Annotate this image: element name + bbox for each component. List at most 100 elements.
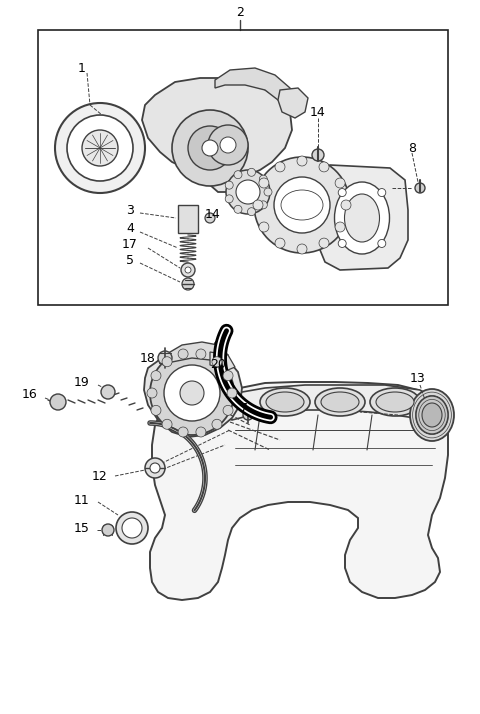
Circle shape	[147, 388, 157, 398]
Circle shape	[223, 406, 233, 416]
Text: 8: 8	[408, 141, 416, 154]
Ellipse shape	[345, 194, 380, 242]
Text: 14: 14	[310, 106, 326, 119]
Circle shape	[236, 180, 260, 204]
Circle shape	[102, 524, 114, 536]
Circle shape	[220, 137, 236, 153]
Circle shape	[185, 267, 191, 273]
Circle shape	[82, 130, 118, 166]
Circle shape	[259, 222, 269, 232]
Circle shape	[101, 385, 115, 399]
Circle shape	[181, 263, 195, 277]
Circle shape	[162, 419, 172, 429]
Circle shape	[50, 394, 66, 410]
Text: 12: 12	[92, 470, 108, 483]
Circle shape	[122, 518, 142, 538]
Text: 17: 17	[122, 238, 138, 251]
Polygon shape	[165, 342, 228, 365]
Polygon shape	[316, 165, 408, 270]
Circle shape	[172, 110, 248, 186]
Text: 16: 16	[22, 388, 38, 401]
Ellipse shape	[422, 403, 442, 427]
Circle shape	[212, 419, 222, 429]
Circle shape	[196, 349, 206, 359]
Circle shape	[248, 208, 255, 216]
Ellipse shape	[376, 392, 414, 412]
Circle shape	[274, 177, 330, 233]
Ellipse shape	[410, 389, 454, 441]
Circle shape	[180, 381, 204, 405]
Circle shape	[275, 162, 285, 172]
Circle shape	[202, 140, 218, 156]
Ellipse shape	[370, 388, 420, 416]
Circle shape	[415, 183, 425, 193]
Circle shape	[158, 351, 172, 365]
Circle shape	[145, 458, 165, 478]
Circle shape	[335, 178, 345, 188]
Circle shape	[297, 156, 307, 166]
Circle shape	[253, 200, 263, 210]
Circle shape	[225, 181, 233, 189]
Circle shape	[205, 213, 215, 223]
Polygon shape	[142, 78, 292, 192]
Text: 19: 19	[74, 376, 90, 388]
Polygon shape	[278, 88, 308, 118]
Circle shape	[259, 201, 267, 209]
Circle shape	[338, 239, 346, 248]
Text: 2: 2	[236, 6, 244, 19]
Polygon shape	[144, 350, 242, 437]
Text: 4: 4	[126, 221, 134, 234]
Text: 18: 18	[140, 351, 156, 365]
Text: 7: 7	[240, 401, 248, 415]
Text: 3: 3	[126, 203, 134, 216]
Circle shape	[196, 427, 206, 437]
Circle shape	[164, 365, 220, 421]
Text: 11: 11	[74, 493, 90, 506]
Circle shape	[151, 406, 161, 416]
Ellipse shape	[335, 182, 389, 254]
Circle shape	[55, 103, 145, 193]
Circle shape	[188, 126, 232, 170]
Circle shape	[226, 170, 270, 214]
Polygon shape	[220, 385, 440, 422]
Circle shape	[225, 195, 233, 203]
Circle shape	[182, 278, 194, 290]
Text: 5: 5	[126, 253, 134, 266]
Circle shape	[254, 157, 350, 253]
Circle shape	[150, 463, 160, 473]
Text: 20: 20	[210, 358, 226, 371]
Circle shape	[312, 149, 324, 161]
Bar	[178, 205, 198, 233]
Circle shape	[150, 351, 234, 435]
Circle shape	[259, 178, 269, 188]
Circle shape	[335, 222, 345, 232]
Circle shape	[243, 410, 253, 420]
Circle shape	[234, 171, 242, 178]
Circle shape	[151, 371, 161, 381]
Bar	[38, 30, 448, 305]
Circle shape	[275, 238, 285, 248]
Ellipse shape	[416, 396, 448, 434]
Text: 1: 1	[78, 61, 86, 74]
Circle shape	[319, 162, 329, 172]
Ellipse shape	[260, 388, 310, 416]
Circle shape	[378, 239, 386, 248]
Circle shape	[67, 115, 133, 181]
Ellipse shape	[266, 392, 304, 412]
Circle shape	[227, 388, 237, 398]
Text: 14: 14	[205, 208, 221, 221]
Circle shape	[223, 371, 233, 381]
Circle shape	[259, 175, 267, 183]
Circle shape	[264, 188, 272, 196]
Ellipse shape	[321, 392, 359, 412]
Circle shape	[208, 125, 248, 165]
Circle shape	[341, 200, 351, 210]
Polygon shape	[210, 352, 235, 370]
Circle shape	[378, 188, 386, 196]
Circle shape	[297, 244, 307, 254]
Circle shape	[178, 349, 188, 359]
Circle shape	[116, 512, 148, 544]
Ellipse shape	[315, 388, 365, 416]
Polygon shape	[215, 68, 295, 108]
Circle shape	[212, 357, 222, 367]
